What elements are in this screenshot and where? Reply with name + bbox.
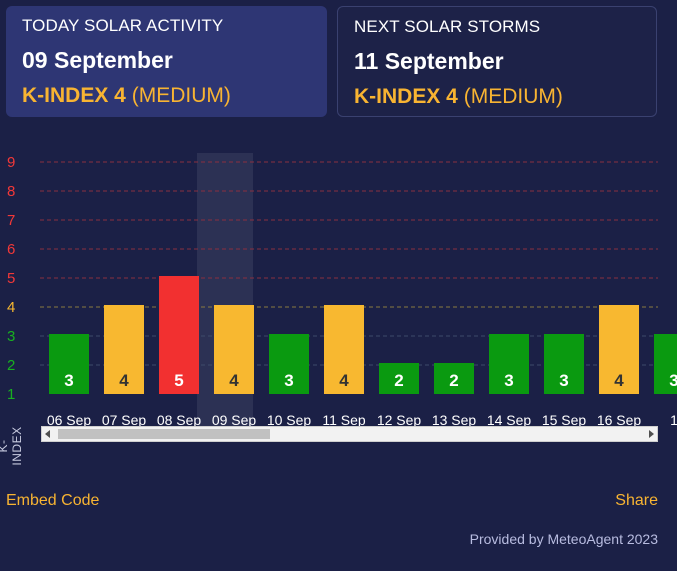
k-index-chart: 1 2 3 4 5 6 7 8 9 3 06 Sep 4 07 Sep 5 08 Sep 4 09 Sep 3 10… [0,140,677,440]
x-tick-label: 08 Sep [157,412,202,428]
today-card-title: TODAY SOLAR ACTIVITY [22,16,224,35]
bar-value-label: 5 [174,371,183,390]
bar [434,363,474,394]
k-index-chart-svg: 1 2 3 4 5 6 7 8 9 3 06 Sep 4 07 Sep 5 08 Sep 4 09 Sep 3 10… [7,153,677,428]
x-tick-label: 09 Sep [212,412,257,428]
provided-by-credit: Provided by MeteoAgent 2023 [469,531,658,547]
bar [104,305,144,394]
bar-value-label: 3 [669,371,677,390]
x-tick-label: 14 Sep [487,412,532,428]
bar [49,334,89,394]
x-tick-label: 16 Sep [597,412,642,428]
today-card-date: 09 September [22,47,173,73]
x-tick-label: 13 Sep [432,412,477,428]
bar-value-label: 4 [229,371,239,390]
today-solar-activity-card: TODAY SOLAR ACTIVITY 09 September K-INDE… [6,6,327,117]
bar [214,305,254,394]
x-tick-label: 1 [670,412,677,428]
today-k-level: (MEDIUM) [131,84,231,107]
scroll-right-arrow-icon[interactable] [649,430,654,438]
bar [269,334,309,394]
today-k-index: K-INDEX 4 (MEDIUM) [22,84,311,108]
next-solar-storms-card: NEXT SOLAR STORMS 11 September K-INDEX 4… [337,6,657,117]
y-axis-title: K-INDEX [0,426,24,466]
scroll-left-arrow-icon[interactable] [45,430,50,438]
x-tick-label: 15 Sep [542,412,587,428]
embed-code-link[interactable]: Embed Code [6,492,100,509]
next-k-level: (MEDIUM) [463,85,563,108]
chart-scrollbar[interactable] [41,426,658,442]
next-card-title: NEXT SOLAR STORMS [354,17,541,36]
bar [489,334,529,394]
bar-value-label: 3 [504,371,513,390]
today-k-value: K-INDEX 4 [22,84,126,107]
next-card-date: 11 September [354,48,504,74]
bar [544,334,584,394]
x-tick-label: 10 Sep [267,412,312,428]
y-tick-label: 5 [7,270,15,287]
y-tick-label: 1 [7,386,15,403]
bar-value-label: 4 [339,371,349,390]
bar [654,334,677,394]
x-tick-label: 06 Sep [47,412,92,428]
bar [324,305,364,394]
bar [379,363,419,394]
bar-value-label: 3 [559,371,568,390]
y-tick-label: 7 [7,212,15,229]
next-k-value: K-INDEX 4 [354,85,458,108]
bar-value-label: 2 [449,371,458,390]
y-tick-label: 9 [7,154,15,171]
x-tick-label: 07 Sep [102,412,147,428]
bar-value-label: 4 [119,371,129,390]
bar-value-label: 4 [614,371,624,390]
scrollbar-thumb[interactable] [58,429,270,439]
y-tick-label: 8 [7,183,15,200]
x-tick-label: 12 Sep [377,412,422,428]
y-tick-label: 4 [7,299,15,316]
y-tick-label: 2 [7,357,15,374]
bar [159,276,199,394]
bar-value-label: 2 [394,371,403,390]
x-tick-label: 11 Sep [322,412,366,428]
y-tick-label: 6 [7,241,15,258]
y-tick-label: 3 [7,328,15,345]
share-link[interactable]: Share [615,492,658,509]
next-k-index: K-INDEX 4 (MEDIUM) [354,85,640,109]
bar [599,305,639,394]
bar-value-label: 3 [284,371,293,390]
bar-value-label: 3 [64,371,73,390]
